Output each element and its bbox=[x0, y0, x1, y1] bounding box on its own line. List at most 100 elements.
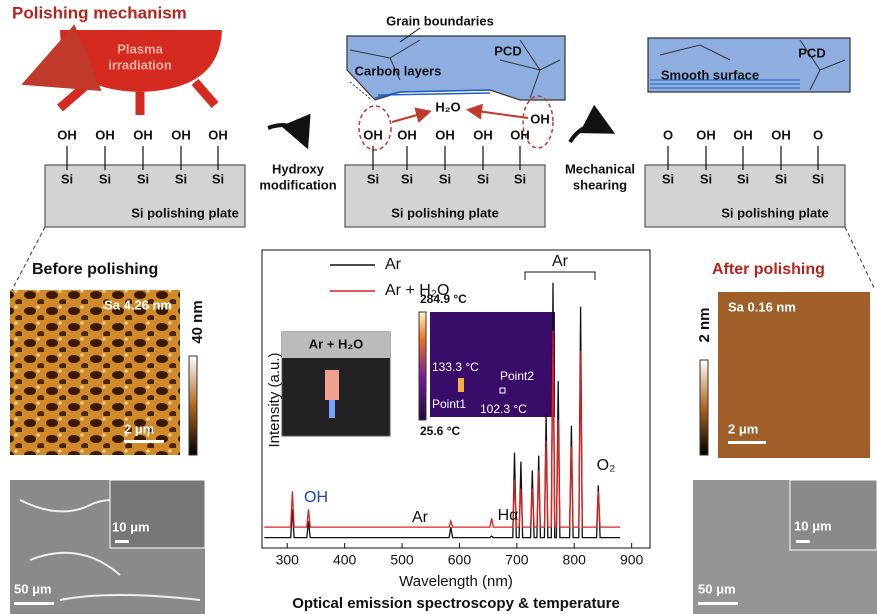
arrow-label: Mechanical bbox=[565, 161, 635, 176]
x-tick-label: 300 bbox=[276, 552, 300, 568]
legend-label: Ar + H₂O bbox=[385, 282, 449, 299]
scale-bar bbox=[124, 440, 164, 443]
plasma-label: Plasma bbox=[117, 41, 163, 56]
x-tick-label: 700 bbox=[505, 552, 529, 568]
x-tick-label: 900 bbox=[620, 552, 644, 568]
scale-bar bbox=[115, 540, 129, 543]
atom-label: Si bbox=[367, 171, 379, 186]
temp-label: 133.3 °C bbox=[432, 360, 479, 374]
group-label: OH bbox=[363, 127, 383, 142]
arrow-label: shearing bbox=[573, 177, 627, 192]
colorbar bbox=[700, 360, 708, 455]
group-label: OH bbox=[397, 127, 417, 142]
atom-label: Si bbox=[700, 171, 712, 186]
annotation: OH bbox=[304, 489, 328, 506]
atom-label: Si bbox=[775, 171, 787, 186]
plasma-label: irradiation bbox=[108, 57, 172, 72]
colorbar-label: 2 nm bbox=[696, 307, 713, 342]
group-label: OH bbox=[510, 127, 530, 142]
arrow-label: Hydroxy bbox=[272, 161, 325, 176]
colorbar-label: 40 nm bbox=[189, 300, 206, 343]
atom-label: Si bbox=[662, 171, 674, 186]
panel-title: Before polishing bbox=[32, 261, 158, 278]
sem-inset bbox=[110, 480, 205, 548]
caption: Optical emission spectroscopy & temperat… bbox=[292, 595, 620, 612]
atom-label: Si bbox=[175, 171, 187, 186]
point-label: Point2 bbox=[500, 369, 534, 383]
point-label: Point1 bbox=[432, 397, 466, 411]
group-label: OH bbox=[733, 127, 753, 142]
group-label: OH bbox=[473, 127, 493, 142]
scale-label: 10 μm bbox=[112, 519, 150, 534]
group-label: OH bbox=[771, 127, 791, 142]
plasma-jet bbox=[325, 370, 339, 400]
scale-bar bbox=[14, 602, 54, 605]
group-label: OH bbox=[208, 127, 228, 142]
arrow-label: modification bbox=[259, 177, 336, 192]
atom-label: Si bbox=[812, 171, 824, 186]
x-axis-label: Wavelength (nm) bbox=[399, 573, 513, 590]
colorbar bbox=[189, 356, 197, 455]
plate-label: Si polishing plate bbox=[131, 205, 239, 220]
plate-label: Si polishing plate bbox=[391, 205, 499, 220]
x-tick-label: 500 bbox=[390, 552, 414, 568]
group-label: OH bbox=[133, 127, 153, 142]
x-tick-label: 600 bbox=[448, 552, 472, 568]
atom-label: Si bbox=[439, 171, 451, 186]
scale-label: 50 μm bbox=[14, 581, 52, 596]
bracket bbox=[525, 272, 595, 280]
group-label: O bbox=[663, 127, 673, 142]
atom-label: Si bbox=[99, 171, 111, 186]
group-label: OH bbox=[530, 111, 550, 126]
group-label: O bbox=[813, 127, 823, 142]
atom-label: Si bbox=[401, 171, 413, 186]
temp-label: 102.3 °C bbox=[480, 402, 527, 416]
panel-title: After polishing bbox=[712, 261, 825, 278]
scale-bar bbox=[796, 540, 810, 543]
group-label: OH bbox=[696, 127, 716, 142]
atom-label: Si bbox=[137, 171, 149, 186]
hot-spot bbox=[458, 378, 464, 392]
temp-min: 25.6 °C bbox=[420, 424, 460, 438]
y-axis-label: Intensity (a.u.) bbox=[266, 352, 283, 447]
smooth-label: Smooth surface bbox=[661, 67, 759, 82]
atom-label: Si bbox=[477, 171, 489, 186]
figure: Polishing mechanism Plasma irradiation S… bbox=[0, 0, 877, 614]
atom-label: Si bbox=[737, 171, 749, 186]
roughness: Sa 4.26 nm bbox=[104, 297, 172, 312]
annotation: O₂ bbox=[597, 457, 616, 474]
atom-label: Si bbox=[61, 171, 73, 186]
pcd-label: PCD bbox=[798, 45, 825, 60]
scale-label: 2 μm bbox=[124, 421, 154, 436]
sem-inset bbox=[790, 480, 877, 550]
reaction-arrow bbox=[470, 110, 528, 118]
group-label: OH bbox=[435, 127, 455, 142]
roughness: Sa 0.16 nm bbox=[728, 299, 796, 314]
annotation: Ar bbox=[412, 509, 429, 526]
group-label: OH bbox=[57, 127, 77, 142]
pcd-label: PCD bbox=[494, 43, 521, 58]
scale-label: 50 μm bbox=[698, 581, 736, 596]
figure-title: Polishing mechanism bbox=[12, 3, 187, 22]
scale-label: 2 μm bbox=[728, 421, 758, 436]
afm-image bbox=[10, 290, 180, 455]
annotation: Hα bbox=[498, 507, 519, 524]
scale-bar bbox=[728, 441, 766, 444]
process-arrow bbox=[268, 125, 305, 142]
group-label: OH bbox=[171, 127, 191, 142]
scale-label: 10 μm bbox=[794, 518, 832, 533]
reaction-arrow bbox=[392, 112, 428, 122]
scale-bar bbox=[698, 602, 738, 605]
connector bbox=[12, 227, 875, 290]
atom-label: Si bbox=[212, 171, 224, 186]
process-arrow bbox=[570, 126, 608, 142]
atom-label: Si bbox=[514, 171, 526, 186]
x-tick-label: 400 bbox=[333, 552, 357, 568]
group-label: OH bbox=[95, 127, 115, 142]
plasma-jet bbox=[329, 400, 335, 418]
temperature-bar bbox=[419, 312, 426, 420]
x-tick-label: 800 bbox=[563, 552, 587, 568]
plate-label: Si polishing plate bbox=[721, 205, 829, 220]
grain-label: Grain boundaries bbox=[386, 13, 494, 28]
water-label: H₂O bbox=[435, 99, 460, 114]
